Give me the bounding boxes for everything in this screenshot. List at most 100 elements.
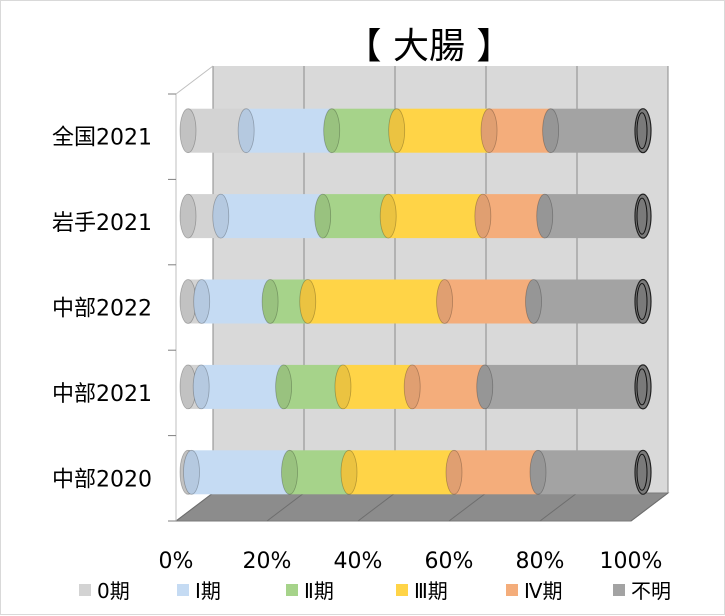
- legend: 0期 Ⅰ期 Ⅱ期 Ⅲ期 Ⅳ期 不明: [79, 579, 671, 603]
- bar-segment: [476, 364, 643, 410]
- bar-row: [179, 449, 652, 495]
- legend-item: Ⅱ期: [286, 579, 334, 603]
- bar-cap: [193, 279, 211, 324]
- bar-segment: [314, 193, 389, 239]
- bar-cap: [323, 108, 341, 154]
- bar-body: [322, 194, 389, 239]
- category-label: 中部2022: [52, 297, 152, 322]
- bar-body: [454, 450, 538, 495]
- legend-label: Ⅰ期: [195, 579, 221, 603]
- floor-gridline: [175, 492, 214, 522]
- bar-segment: [436, 279, 534, 324]
- bar-cap: [403, 364, 421, 410]
- y-axis-top-line: [175, 65, 214, 95]
- axis-lines: [168, 65, 214, 522]
- bar-body: [331, 108, 397, 153]
- x-tick-label: 100%: [600, 549, 663, 574]
- bar-cap: [525, 279, 542, 324]
- bar-cap: [183, 449, 200, 495]
- bar-cap: [314, 193, 332, 239]
- bar-cap: [379, 193, 397, 239]
- floor-gridline: [266, 492, 305, 522]
- bar-body: [388, 194, 483, 239]
- bar-segment: [193, 279, 271, 324]
- bar-segment: [299, 279, 445, 324]
- bar-segment: [179, 108, 247, 154]
- bar-segment: [340, 449, 454, 495]
- bar-body: [201, 364, 284, 409]
- bar-cap: [436, 279, 453, 324]
- floor-gridline: [448, 492, 487, 522]
- bar-cap: [299, 279, 317, 324]
- bar-end-cap: [634, 278, 652, 325]
- bar-cap: [275, 364, 293, 410]
- x-tick-labels: 0% 20% 40% 60% 80% 100%: [159, 549, 663, 574]
- legend-swatch: [177, 584, 189, 596]
- bar-cap: [261, 279, 279, 324]
- bar-cap: [480, 108, 498, 154]
- bar-end-cap-inner: [636, 112, 648, 150]
- legend-swatch: [286, 584, 298, 596]
- legend-item: Ⅳ期: [506, 579, 562, 603]
- x-tick-label: 40%: [334, 549, 383, 574]
- bar-body: [538, 450, 643, 495]
- legend-swatch: [79, 584, 91, 596]
- bar-body: [307, 279, 445, 324]
- x-tick-label: 80%: [516, 549, 565, 574]
- bar-cap: [179, 108, 197, 154]
- bar-segment: [379, 193, 483, 239]
- bar-segment: [529, 449, 643, 495]
- bar-segment: [275, 364, 343, 410]
- bar-body: [550, 108, 643, 153]
- bar-cap: [388, 108, 406, 154]
- bar-cap: [334, 364, 352, 410]
- legend-swatch: [506, 584, 518, 596]
- bars: [179, 108, 652, 495]
- bar-body: [349, 450, 454, 495]
- x-tick-label: 0%: [159, 549, 194, 574]
- bar-segment: [192, 364, 284, 410]
- bar-body: [412, 364, 485, 409]
- bar-end-cap-inner: [636, 368, 648, 406]
- legend-label: Ⅲ期: [414, 579, 448, 603]
- legend-label: 不明: [631, 579, 671, 603]
- bar-row: [179, 108, 652, 154]
- bar-segment: [403, 364, 485, 410]
- bar-cap: [445, 449, 463, 495]
- bar-cap: [237, 108, 255, 154]
- legend-swatch: [396, 584, 408, 596]
- chart-title: 【 大腸 】: [346, 26, 513, 67]
- bar-segment: [542, 108, 643, 154]
- bar-cap: [192, 364, 210, 410]
- bar-segment: [480, 108, 551, 154]
- bar-body: [489, 108, 551, 153]
- floor-gridline: [630, 492, 669, 522]
- bar-segment: [212, 193, 323, 239]
- bar-segment: [237, 108, 332, 154]
- bar-row: [179, 364, 652, 410]
- bar-segment: [323, 108, 397, 154]
- bar-body: [201, 279, 271, 324]
- bar-segment: [388, 108, 490, 154]
- bar-cap: [536, 193, 554, 239]
- bar-end-cap: [634, 193, 652, 239]
- bar-end-cap: [634, 364, 652, 410]
- bar-row: [179, 193, 652, 239]
- legend-label: 0期: [97, 579, 130, 603]
- bar-segment: [334, 364, 413, 410]
- legend-item: Ⅰ期: [177, 579, 221, 603]
- bar-body: [283, 364, 343, 409]
- floor-gridline: [357, 492, 396, 522]
- bar-segment: [183, 449, 290, 495]
- legend-item: 不明: [613, 579, 671, 603]
- bar-body: [396, 108, 490, 153]
- category-label: 中部2020: [52, 467, 152, 492]
- bar-body: [191, 450, 290, 495]
- x-tick-label: 60%: [425, 549, 474, 574]
- bar-body: [342, 364, 413, 409]
- bar-body: [544, 194, 643, 239]
- bar-segment: [474, 193, 545, 239]
- bar-end-cap: [634, 108, 652, 154]
